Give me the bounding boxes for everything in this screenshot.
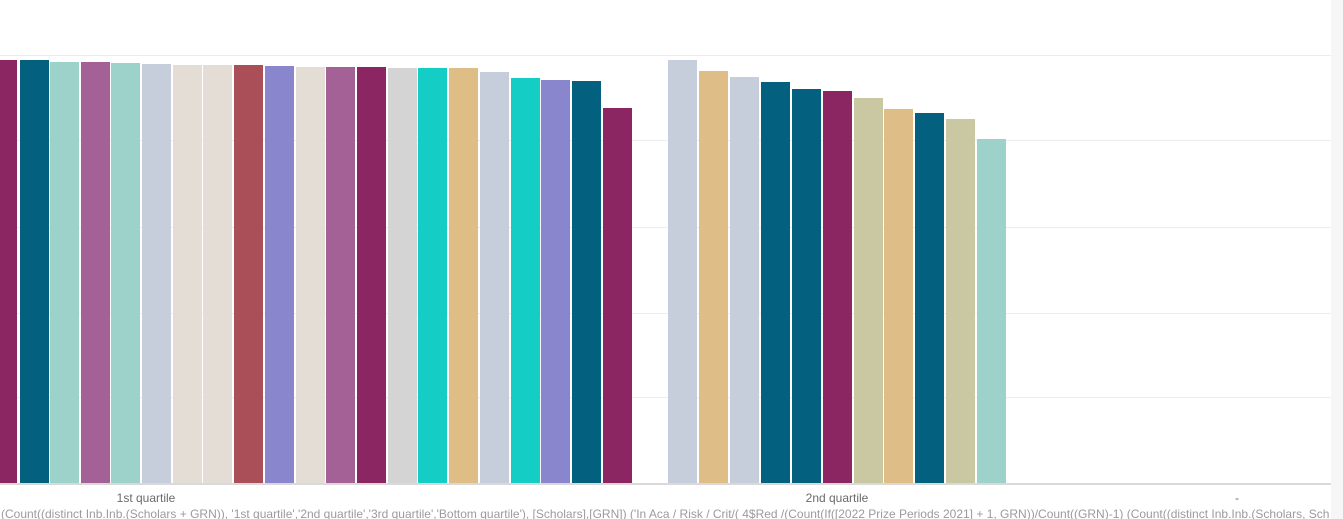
bar[interactable] (792, 89, 821, 484)
dimension-axis-title: (Count((distinct Inb.Inb.(Scholars + GRN… (1, 507, 1330, 519)
bar[interactable] (668, 60, 697, 484)
bar[interactable] (326, 67, 355, 484)
bar[interactable] (20, 60, 49, 484)
right-edge-strip (1331, 0, 1343, 519)
bar[interactable] (854, 98, 883, 484)
bar[interactable] (296, 67, 325, 484)
gridline (0, 227, 1331, 228)
bar[interactable] (946, 119, 975, 484)
bar[interactable] (449, 68, 478, 484)
gridline (0, 313, 1331, 314)
bar[interactable] (541, 80, 570, 484)
bar[interactable] (50, 62, 79, 484)
bar[interactable] (173, 65, 202, 484)
bar[interactable] (265, 66, 294, 484)
bar[interactable] (730, 77, 759, 484)
x-axis-line (0, 483, 1331, 485)
x-axis-category-label[interactable]: 1st quartile (116, 491, 176, 505)
bar[interactable] (81, 62, 110, 484)
gridline (0, 140, 1331, 141)
bar[interactable] (234, 65, 263, 484)
bar[interactable] (203, 65, 232, 484)
bar[interactable] (418, 68, 447, 484)
bar[interactable] (0, 60, 17, 484)
bar[interactable] (977, 139, 1006, 484)
gridline (0, 55, 1331, 56)
bar[interactable] (388, 68, 417, 484)
bar[interactable] (111, 63, 140, 484)
bar[interactable] (823, 91, 852, 484)
bar[interactable] (480, 72, 509, 484)
bar[interactable] (603, 108, 632, 484)
x-axis-category-label[interactable]: - (1235, 491, 1239, 505)
bar[interactable] (699, 71, 728, 484)
bar[interactable] (357, 67, 386, 484)
gridline (0, 397, 1331, 398)
bar[interactable] (142, 64, 171, 484)
bar[interactable] (511, 78, 540, 484)
bar[interactable] (884, 109, 913, 484)
bar[interactable] (761, 82, 790, 484)
bar[interactable] (915, 113, 944, 484)
x-axis-category-label[interactable]: 2nd quartile (805, 491, 869, 505)
bar[interactable] (572, 81, 601, 484)
